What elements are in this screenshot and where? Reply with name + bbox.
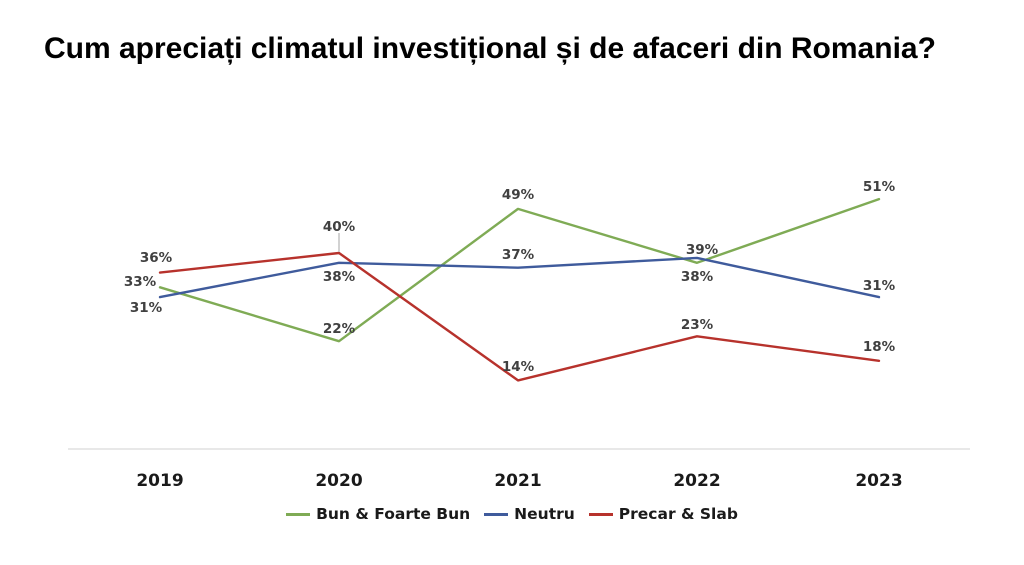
x-tick-label: 2022 <box>673 471 720 491</box>
data-label: 36% <box>140 250 173 266</box>
legend-swatch-neutru <box>484 512 509 516</box>
axis-layer: 2019 2020 2021 2022 2023 <box>68 448 970 491</box>
legend-item-neutru: Neutru <box>484 505 575 523</box>
series-layer <box>158 197 881 382</box>
data-label: 39% <box>686 242 719 258</box>
data-label: 31% <box>130 300 163 316</box>
x-tick-label: 2023 <box>855 471 902 491</box>
legend-swatch-bun-foarte-bun <box>286 512 311 516</box>
data-label: 33% <box>124 274 157 290</box>
legend-item-bun-foarte-bun: Bun & Foarte Bun <box>286 505 470 523</box>
data-label: 23% <box>681 317 714 333</box>
legend-item-precar-slab: Precar & Slab <box>588 505 738 523</box>
legend-label: Neutru <box>514 505 575 523</box>
data-label-layer: 33% 22% 49% 38% 51% 31% 38% 37% 39% 31% 36% 40% 14% 2… <box>124 179 896 375</box>
series-line-1 <box>158 256 881 299</box>
data-label: 51% <box>863 179 896 195</box>
data-label: 18% <box>863 339 896 355</box>
data-label: 22% <box>323 321 356 337</box>
data-label: 49% <box>502 187 535 203</box>
data-label: 40% <box>323 219 356 235</box>
data-label: 14% <box>502 359 535 375</box>
x-tick-label: 2020 <box>315 471 362 491</box>
data-label: 38% <box>681 269 714 285</box>
chart-title: Cum apreciați climatul investițional și … <box>44 32 936 65</box>
legend-label: Bun & Foarte Bun <box>316 505 471 523</box>
legend: Bun & Foarte Bun Neutru Precar & Slab <box>0 505 1024 523</box>
x-tick-label: 2021 <box>494 471 541 491</box>
x-tick-label: 2019 <box>136 471 183 491</box>
data-label: 38% <box>323 269 356 285</box>
series-line-0 <box>158 197 881 343</box>
series-line-2 <box>158 251 881 382</box>
legend-swatch-precar-slab <box>588 512 613 516</box>
data-label: 37% <box>502 247 535 263</box>
line-chart: 2019 2020 2021 2022 2023 33%22%49%38%51%31%3… <box>68 179 970 491</box>
legend-label: Precar & Slab <box>618 505 738 523</box>
data-label: 31% <box>863 278 896 294</box>
